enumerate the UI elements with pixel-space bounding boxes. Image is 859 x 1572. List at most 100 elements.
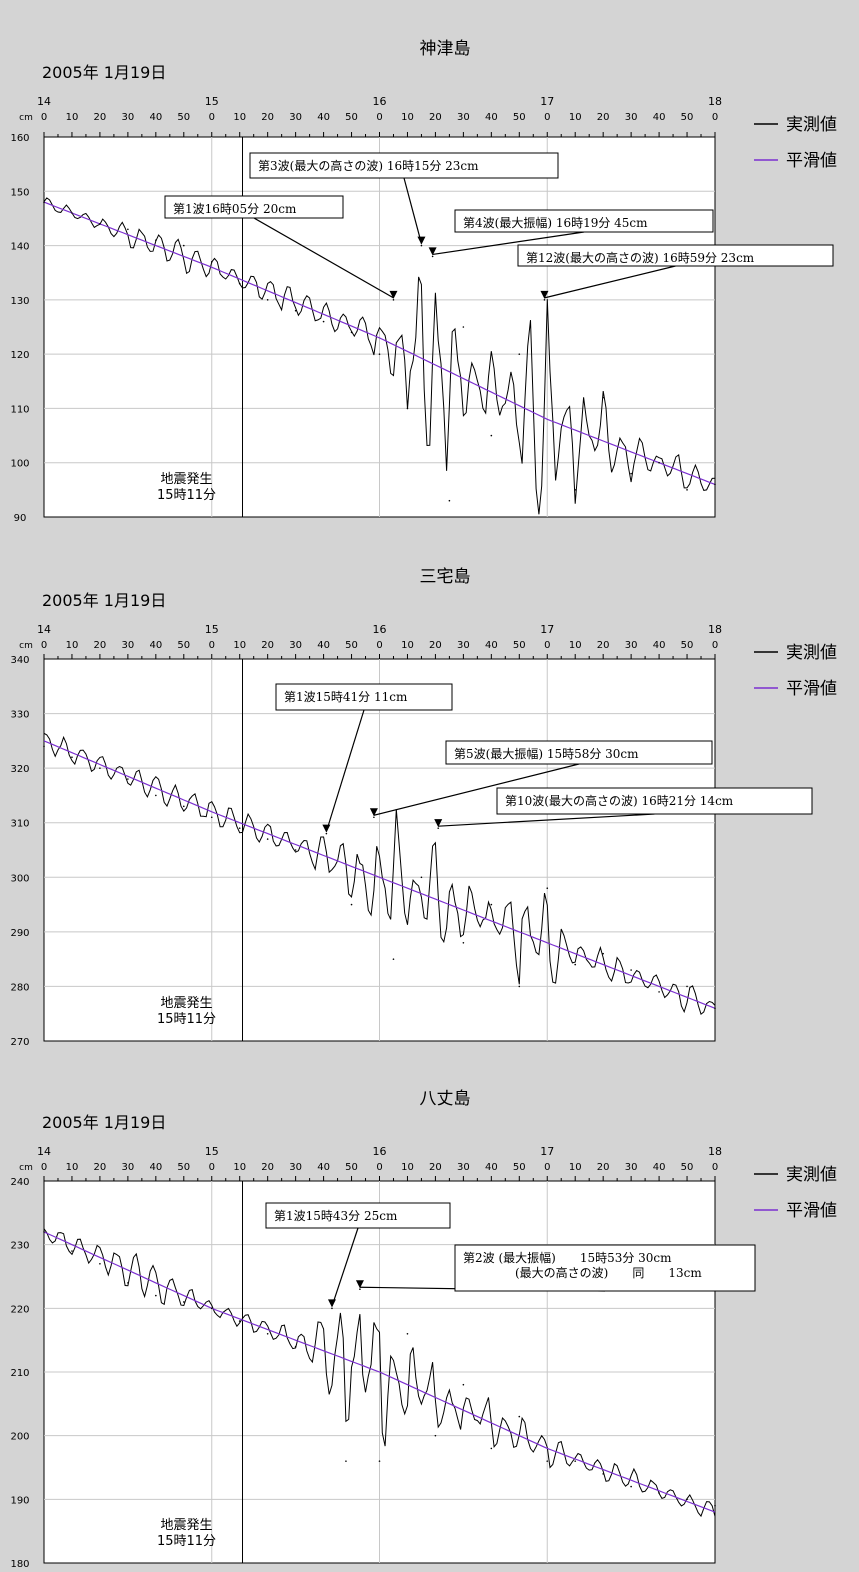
chart-title: 八丈島	[420, 1089, 471, 1109]
y-tick-label: 140	[10, 242, 29, 253]
minute-tick-label: 0	[376, 1162, 382, 1173]
data-point	[99, 767, 101, 769]
minute-tick-label: 10	[233, 1162, 246, 1173]
minute-tick-label: 0	[544, 112, 550, 123]
y-tick-label: 310	[10, 819, 29, 830]
annotation-box	[265, 1202, 451, 1229]
minute-tick-label: 10	[233, 112, 246, 123]
unit-label: cm	[19, 113, 33, 123]
hour-tick-label: 17	[540, 95, 554, 108]
data-point	[238, 282, 241, 285]
hour-tick-label: 18	[708, 95, 722, 108]
quake-label: 地震発生	[160, 1518, 212, 1533]
data-point	[210, 1307, 213, 1310]
minute-tick-label: 0	[209, 112, 215, 123]
minute-tick-label: 30	[457, 640, 470, 651]
annotation-box	[454, 1244, 756, 1292]
minute-tick-label: 50	[177, 640, 190, 651]
annotation-label: 第5波(最大振幅) 15時58分 30cm	[454, 746, 639, 761]
minute-tick-label: 30	[289, 1162, 302, 1173]
data-point	[574, 489, 577, 491]
quake-label: 15時11分	[157, 1012, 216, 1027]
data-point	[294, 1345, 297, 1348]
data-point	[602, 952, 604, 955]
hour-tick-label: 16	[373, 623, 387, 636]
annotation-label: 第1波16時05分 20cm	[173, 202, 297, 216]
minute-tick-label: 0	[41, 1162, 47, 1173]
legend-measured-label: 実測値	[786, 1165, 837, 1185]
data-point	[518, 985, 521, 988]
minute-tick-label: 50	[177, 1162, 190, 1173]
minute-tick-label: 0	[41, 112, 47, 123]
date-label: 2005年 1月19日	[42, 63, 166, 82]
data-point	[630, 1485, 632, 1488]
minute-tick-label: 0	[544, 640, 550, 651]
minute-tick-label: 30	[289, 640, 302, 651]
annotation-arrow	[325, 709, 365, 832]
minute-tick-label: 50	[177, 112, 190, 123]
y-tick-label: 110	[10, 404, 29, 415]
minute-tick-label: 50	[681, 640, 694, 651]
data-point	[155, 1294, 157, 1297]
data-point	[182, 244, 185, 247]
data-point	[210, 261, 213, 263]
data-point	[602, 396, 604, 399]
minute-tick-label: 30	[289, 112, 302, 123]
legend-measured-label: 実測値	[786, 115, 837, 135]
minute-tick-label: 40	[149, 1162, 162, 1173]
minute-tick-label: 50	[345, 1162, 358, 1173]
series-smoothed-line	[43, 201, 716, 485]
y-tick-label: 180	[10, 1559, 29, 1570]
data-point	[325, 832, 328, 835]
data-point	[378, 1460, 381, 1462]
minute-tick-label: 20	[94, 112, 107, 123]
minute-tick-label: 30	[122, 640, 135, 651]
data-point	[431, 255, 434, 258]
data-point	[392, 958, 395, 960]
series-measured-line	[43, 732, 716, 1016]
y-tick-label: 120	[10, 350, 29, 361]
data-point	[294, 849, 297, 851]
data-point	[127, 228, 129, 231]
minute-tick-label: 30	[625, 640, 638, 651]
y-tick-label: 220	[10, 1304, 29, 1315]
minute-tick-label: 40	[485, 640, 498, 651]
minute-tick-label: 30	[625, 1162, 638, 1173]
quake-label: 地震発生	[160, 996, 212, 1011]
hour-tick-label: 15	[205, 623, 219, 636]
minute-tick-label: 20	[429, 640, 442, 651]
data-point	[373, 816, 375, 819]
data-point	[378, 353, 381, 355]
unit-label: cm	[19, 641, 33, 651]
data-point	[43, 1231, 45, 1233]
annotation-arrowhead	[389, 290, 398, 299]
data-point	[127, 778, 129, 780]
annotation-label: 第1波15時43分 25cm	[274, 1209, 398, 1223]
data-point	[155, 794, 157, 797]
minute-tick-label: 0	[712, 640, 718, 651]
minute-tick-label: 0	[712, 1162, 718, 1173]
annotation-box	[249, 152, 559, 179]
minute-tick-label: 0	[544, 1162, 550, 1173]
data-point	[266, 838, 269, 840]
data-point	[266, 1333, 269, 1335]
minute-tick-label: 20	[94, 640, 107, 651]
minute-tick-label: 10	[569, 1162, 582, 1173]
minute-tick-label: 50	[681, 1162, 694, 1173]
data-point	[322, 320, 325, 323]
annotation-box	[275, 683, 453, 711]
data-point	[350, 903, 353, 906]
hour-tick-label: 15	[205, 1145, 219, 1158]
minute-tick-label: 10	[401, 640, 414, 651]
data-point	[43, 201, 45, 203]
hour-tick-label: 17	[540, 1145, 554, 1158]
data-point	[518, 1415, 521, 1418]
hour-tick-label: 15	[205, 95, 219, 108]
data-point	[420, 876, 423, 879]
data-point	[714, 1504, 716, 1507]
minute-tick-label: 10	[569, 640, 582, 651]
chart-title: 三宅島	[420, 567, 471, 587]
y-tick-label: 190	[10, 1495, 29, 1506]
legend-smoothed-label: 平滑値	[786, 151, 837, 171]
minute-tick-label: 40	[149, 112, 162, 123]
